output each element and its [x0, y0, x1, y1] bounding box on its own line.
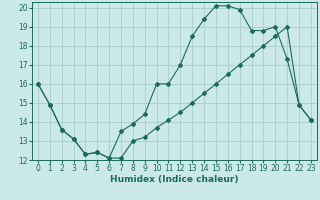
X-axis label: Humidex (Indice chaleur): Humidex (Indice chaleur): [110, 175, 239, 184]
